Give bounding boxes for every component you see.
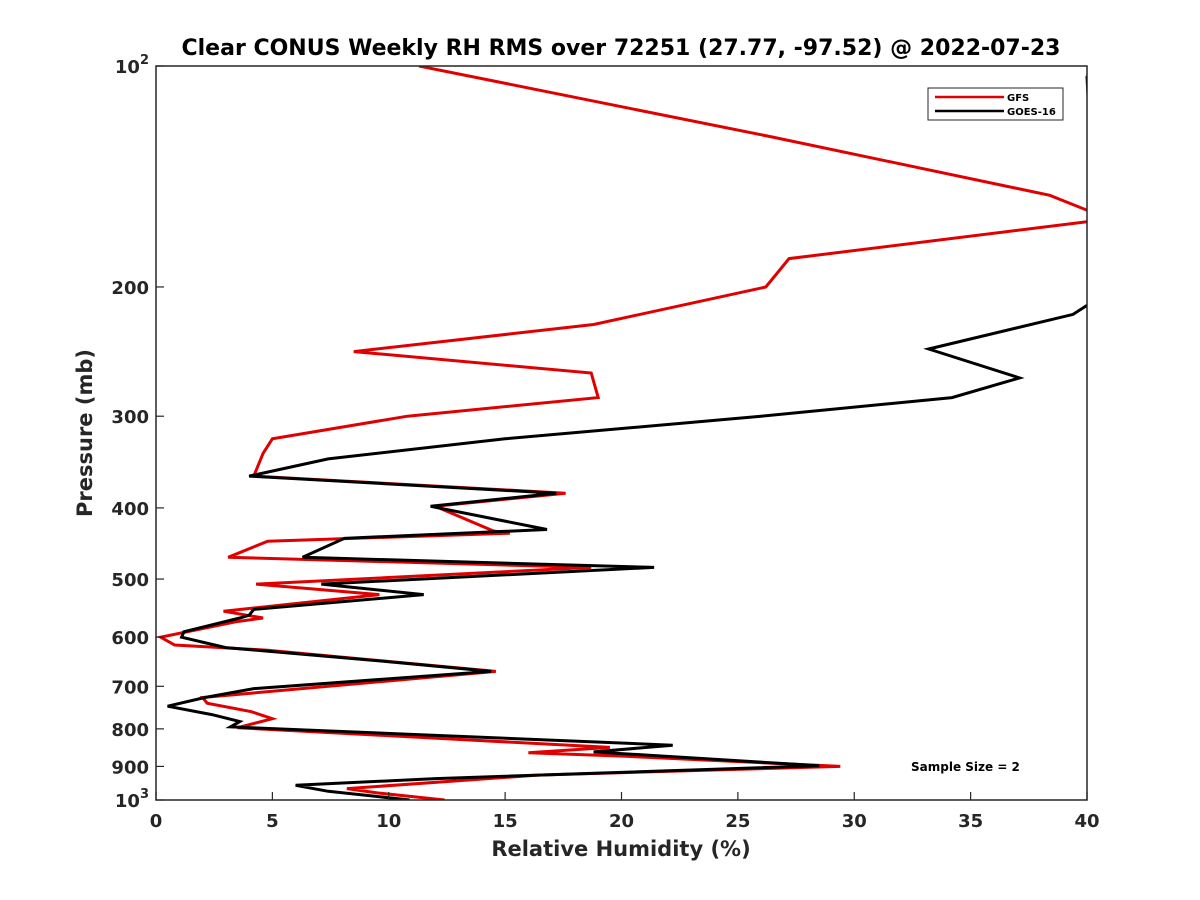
y-tick-label: 900 [111, 757, 149, 778]
x-tick-label: 35 [958, 811, 983, 832]
y-tick-label: 700 [111, 677, 149, 698]
y-tick-label: 200 [111, 278, 149, 299]
y-tick-label: 800 [111, 720, 149, 741]
legend-label-goes16: GOES-16 [1007, 107, 1056, 118]
x-axis-ticks: 0 5 10 15 20 25 30 35 40 [150, 792, 1100, 832]
series-lines [156, 66, 1087, 800]
series-line-goes16 [167, 74, 1087, 800]
legend-label-gfs: GFS [1007, 93, 1029, 104]
x-tick-label: 40 [1074, 811, 1099, 832]
y-axis-ticks: 102 200 300 400 500 600 700 800 900 103 [111, 53, 164, 812]
y-tick-label: 300 [111, 407, 149, 428]
x-tick-label: 5 [266, 811, 279, 832]
x-tick-label: 10 [376, 811, 401, 832]
y-axis-label: Pressure (mb) [73, 349, 97, 517]
x-tick-label: 25 [725, 811, 750, 832]
legend: GFS GOES-16 [927, 87, 1064, 121]
y-tick-label: 103 [115, 787, 149, 812]
x-tick-label: 15 [493, 811, 518, 832]
x-axis-label: Relative Humidity (%) [491, 837, 750, 861]
series-line-gfs [156, 66, 1087, 800]
y-tick-label: 500 [111, 570, 149, 591]
x-tick-label: 0 [150, 811, 163, 832]
y-tick-label: 400 [111, 499, 149, 520]
x-tick-label: 30 [842, 811, 867, 832]
x-tick-label: 20 [609, 811, 634, 832]
y-tick-label: 102 [115, 53, 149, 78]
sample-size-annotation: Sample Size = 2 [911, 760, 1020, 774]
chart-title: Clear CONUS Weekly RH RMS over 72251 (27… [182, 36, 1061, 61]
legend-box [927, 87, 1064, 121]
y-tick-label: 600 [111, 628, 149, 649]
